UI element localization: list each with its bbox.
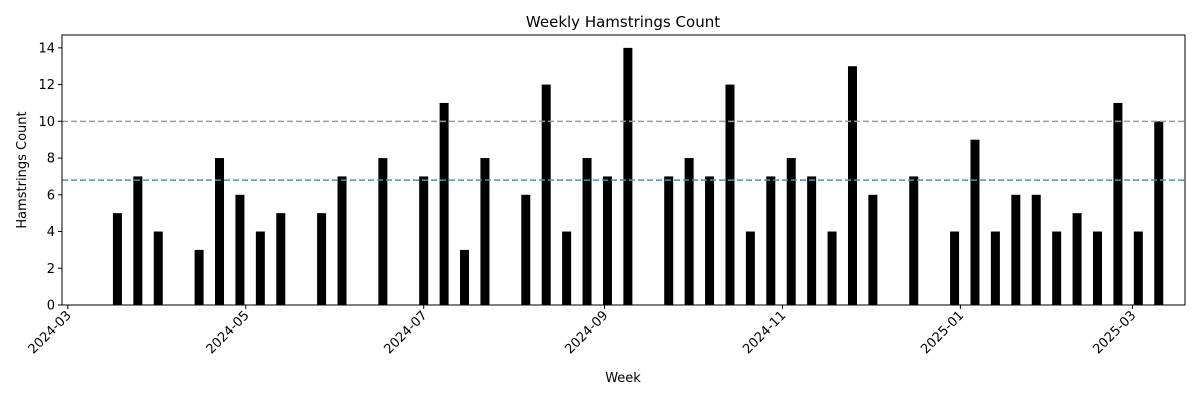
bar-2024-11-11: [807, 176, 817, 305]
reference-lines: [62, 120, 1185, 181]
bar-2024-10-21: [745, 231, 755, 305]
bar-2024-04-22: [215, 158, 225, 305]
y-tick-label: 8: [47, 152, 55, 167]
y-tick-label: 10: [38, 115, 55, 130]
bar-2024-11-04: [786, 158, 796, 305]
bar-2025-01-06: [970, 139, 980, 305]
bar-2024-08-12: [541, 84, 551, 305]
bar-2024-03-18: [112, 213, 122, 305]
bar-2024-10-28: [766, 176, 776, 305]
bar-2024-12-02: [868, 194, 878, 305]
x-tick-label: 2025-03: [1090, 308, 1139, 357]
bar-2024-06-03: [337, 176, 347, 305]
bar-2024-05-27: [317, 213, 327, 305]
bar-2024-09-23: [664, 176, 674, 305]
y-tick-label: 0: [47, 299, 55, 314]
y-axis: 0 2 4 6 8 10 12 14: [38, 41, 62, 314]
bar-2024-10-07: [705, 176, 715, 305]
bar-2024-05-06: [255, 231, 265, 305]
bar-2024-09-09: [623, 47, 633, 306]
x-tick-label: 2024-03: [26, 308, 75, 357]
bar-2024-07-08: [439, 102, 449, 306]
bar-2024-12-30: [950, 231, 960, 305]
y-tick-label: 12: [38, 78, 55, 93]
x-axis: 2024-03 2024-05 2024-07 2024-09 2024-11 2025-…: [26, 305, 1139, 357]
y-tick-label: 4: [47, 225, 55, 240]
x-tick-label: 2025-01: [918, 308, 967, 357]
bar-2024-12-16: [909, 176, 919, 305]
bar-2024-08-26: [582, 158, 592, 305]
bar-2025-02-10: [1072, 213, 1082, 305]
x-tick-label: 2024-11: [740, 308, 789, 357]
bar-2024-07-22: [480, 158, 490, 305]
bar-2024-07-15: [460, 249, 470, 305]
bar-2025-03-03: [1133, 231, 1143, 305]
chart-title: Weekly Hamstrings Count: [526, 13, 720, 31]
bar-2025-01-20: [1011, 194, 1021, 305]
bar-2024-03-25: [133, 176, 143, 305]
bar-2025-02-24: [1113, 102, 1123, 306]
bar-2025-02-17: [1092, 231, 1102, 305]
x-axis-label: Week: [605, 371, 641, 386]
plot-frame: [61, 34, 1186, 306]
bar-2024-07-01: [419, 176, 429, 305]
bar-2024-04-01: [153, 231, 163, 305]
bar-2024-05-13: [276, 213, 286, 305]
bar-2024-06-17: [378, 158, 388, 305]
y-tick-label: 14: [38, 41, 55, 56]
bar-2024-11-18: [827, 231, 837, 305]
bar-2024-04-15: [194, 249, 204, 305]
x-tick-label: 2024-09: [562, 308, 611, 357]
y-tick-label: 2: [47, 262, 55, 277]
bar-2024-09-30: [684, 158, 694, 305]
bar-2025-01-13: [990, 231, 1000, 305]
bar-2024-08-05: [521, 194, 531, 305]
bar-2024-11-25: [847, 66, 857, 305]
bar-2024-08-19: [562, 231, 572, 305]
bars-group: [112, 47, 1164, 306]
bar-2025-02-03: [1052, 231, 1062, 305]
bar-2024-09-02: [602, 176, 612, 305]
x-tick-label: 2024-05: [204, 308, 253, 357]
bar-2025-01-27: [1031, 194, 1041, 305]
bar-2024-04-29: [235, 194, 245, 305]
x-tick-label: 2024-07: [381, 308, 430, 357]
y-axis-label: Hamstrings Count: [15, 111, 30, 228]
bar-2025-03-10: [1154, 121, 1164, 305]
y-tick-label: 6: [47, 188, 55, 203]
bar-2024-10-14: [725, 84, 735, 305]
